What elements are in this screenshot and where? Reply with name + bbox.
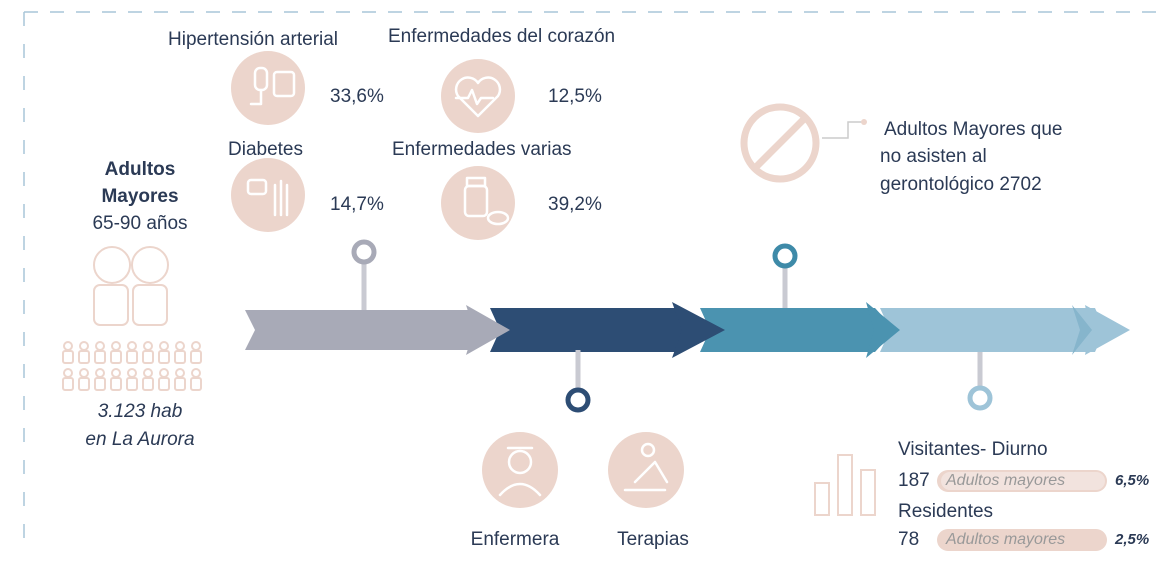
attendance-tag: Adultos mayores [945, 531, 1065, 548]
age-range: 65-90 años [92, 213, 187, 234]
population: 3.123 hab [98, 401, 183, 422]
person-icon [96, 369, 104, 377]
person-icon [96, 342, 104, 350]
non-attendance: no asisten al [880, 146, 987, 167]
person-icon [111, 378, 121, 390]
person-icon [63, 351, 73, 363]
condition-label: Enfermedades del corazón [388, 26, 615, 47]
attendance-percent: 6,5% [1115, 472, 1149, 489]
attendance-label: Residentes [898, 501, 993, 522]
person-icon [112, 342, 120, 350]
condition-percent: 39,2% [548, 194, 602, 215]
elderly-icon [94, 247, 168, 325]
population-icons [63, 342, 201, 390]
condition-percent: 12,5% [548, 86, 602, 107]
person-icon [175, 351, 185, 363]
prohibited-icon [744, 107, 867, 179]
attendance-label: Visitantes- Diurno [898, 439, 1048, 460]
person-icon [80, 342, 88, 350]
person-icon [176, 369, 184, 377]
condition-percent: 14,7% [330, 194, 384, 215]
condition-label: Hipertensión arterial [168, 29, 338, 50]
service-label: Terapias [617, 529, 689, 550]
service-label: Enfermera [471, 529, 560, 550]
person-icon [95, 378, 105, 390]
person-icon [176, 342, 184, 350]
person-icon [64, 342, 72, 350]
person-icon [191, 378, 201, 390]
person-icon [79, 351, 89, 363]
person-icon [112, 369, 120, 377]
person-icon [80, 369, 88, 377]
person-icon [144, 342, 152, 350]
timeline-arrow [245, 302, 1130, 358]
person-icon [143, 351, 153, 363]
person-icon [144, 369, 152, 377]
condition-percent: 33,6% [330, 86, 384, 107]
person-icon [159, 378, 169, 390]
person-icon [63, 378, 73, 390]
person-icon [128, 369, 136, 377]
person-icon [143, 378, 153, 390]
person-icon [160, 342, 168, 350]
infographic: Hipertensión arterial 33,6% Enfermedades… [0, 0, 1161, 562]
panel-title: Mayores [101, 186, 178, 207]
person-icon [192, 369, 200, 377]
person-icon [192, 342, 200, 350]
person-icon [128, 342, 136, 350]
non-attendance: Adultos Mayores que [884, 119, 1063, 140]
person-icon [191, 351, 201, 363]
person-icon [79, 378, 89, 390]
service-icons [482, 432, 684, 508]
population: en La Aurora [85, 429, 194, 450]
condition-label: Diabetes [228, 139, 303, 160]
attendance-count: 78 [898, 529, 919, 550]
panel-title: Adultos [105, 159, 176, 180]
person-icon [175, 378, 185, 390]
bar-icon [815, 455, 875, 515]
person-icon [111, 351, 121, 363]
person-icon [64, 369, 72, 377]
person-icon [127, 378, 137, 390]
attendance-count: 187 [898, 470, 930, 491]
attendance-percent: 2,5% [1114, 531, 1149, 548]
person-icon [160, 369, 168, 377]
person-icon [159, 351, 169, 363]
condition-label: Enfermedades varias [392, 139, 572, 160]
person-icon [127, 351, 137, 363]
non-attendance: gerontológico 2702 [880, 174, 1042, 195]
attendance-tag: Adultos mayores [945, 472, 1065, 489]
person-icon [95, 351, 105, 363]
